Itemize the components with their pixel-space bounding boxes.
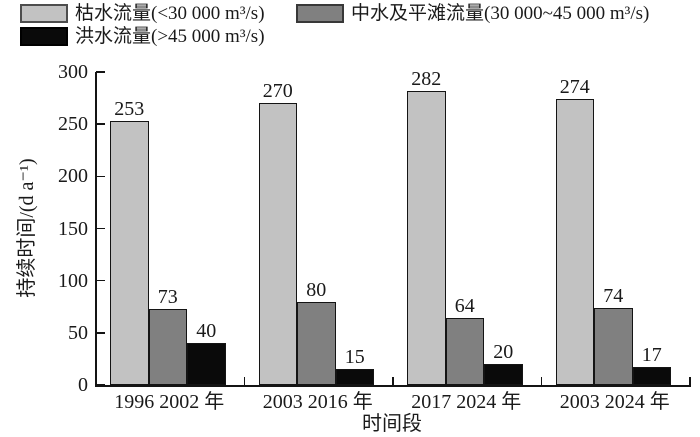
- y-tick-label: 200: [58, 165, 88, 188]
- x-category-label: 1996 2002 年: [114, 391, 225, 413]
- y-tick-label: 0: [78, 374, 88, 396]
- bar-series1-group2: [445, 318, 484, 385]
- y-tick-label: 250: [58, 113, 88, 136]
- bar-series1-group1: [297, 301, 336, 385]
- bar-value-label: 15: [344, 346, 365, 369]
- legend-swatch-mid-flow: [296, 4, 344, 23]
- bar-series2-group0: [187, 343, 226, 385]
- bar-series0-group0: [110, 121, 149, 385]
- x-axis-title: 时间段: [362, 413, 422, 435]
- bar-value-label: 282: [411, 67, 442, 90]
- x-tick-mark: [540, 377, 543, 385]
- y-tick-mark: [96, 71, 105, 73]
- y-tick-mark: [96, 332, 105, 334]
- legend-swatch-low-flow: [20, 4, 68, 23]
- bar-series2-group1: [335, 369, 374, 385]
- bar-series2-group3: [632, 367, 671, 385]
- bar-value-label: 270: [262, 80, 293, 103]
- y-tick-label: 50: [68, 321, 88, 344]
- x-category-label: 2017 2024 年: [411, 391, 522, 413]
- bar-series0-group2: [407, 90, 446, 385]
- bar-value-label: 64: [454, 295, 475, 318]
- bar-series1-group0: [148, 308, 187, 385]
- y-tick-mark: [96, 384, 105, 386]
- y-axis-title: 持续时间/(d a⁻¹): [16, 158, 38, 298]
- bar-value-label: 80: [306, 278, 327, 301]
- bar-value-label: 73: [157, 285, 178, 308]
- bar-series0-group1: [258, 103, 297, 385]
- plot-area: 253 73 40 270 80 15 282 64 20 274 74 17: [96, 68, 691, 385]
- x-tick-mark: [689, 377, 691, 385]
- x-tick-mark: [243, 377, 246, 385]
- bar-series0-group3: [555, 99, 594, 385]
- y-tick-mark: [96, 175, 105, 178]
- y-tick-mark: [96, 279, 105, 282]
- y-axis-line: [94, 72, 97, 386]
- y-tick-mark: [96, 227, 105, 230]
- bar-series1-group3: [594, 307, 633, 385]
- x-tick-mark: [392, 377, 394, 385]
- bar-value-label: 40: [196, 320, 217, 343]
- bar-value-label: 74: [603, 284, 624, 307]
- bar-value-label: 17: [641, 344, 662, 367]
- y-tick-label: 150: [58, 217, 88, 240]
- bar-value-label: 20: [493, 341, 514, 364]
- legend-label-mid-flow: 中水及平滩流量(30 000~45 000 m³/s): [351, 3, 650, 24]
- legend-label-flood-flow: 洪水流量(>45 000 m³/s): [75, 26, 265, 47]
- x-axis-line: [94, 384, 691, 387]
- legend-swatch-flood-flow: [20, 27, 68, 46]
- legend-label-low-flow: 枯水流量(<30 000 m³/s): [75, 3, 265, 24]
- y-tick-label: 100: [58, 269, 88, 292]
- bar-value-label: 253: [114, 98, 145, 121]
- bar-series2-group2: [484, 364, 523, 385]
- y-tick-label: 300: [58, 61, 88, 83]
- x-category-label: 2003 2016 年: [262, 391, 373, 413]
- y-tick-mark: [96, 123, 105, 125]
- bar-value-label: 274: [559, 76, 590, 99]
- x-category-label: 2003 2024 年: [559, 391, 670, 413]
